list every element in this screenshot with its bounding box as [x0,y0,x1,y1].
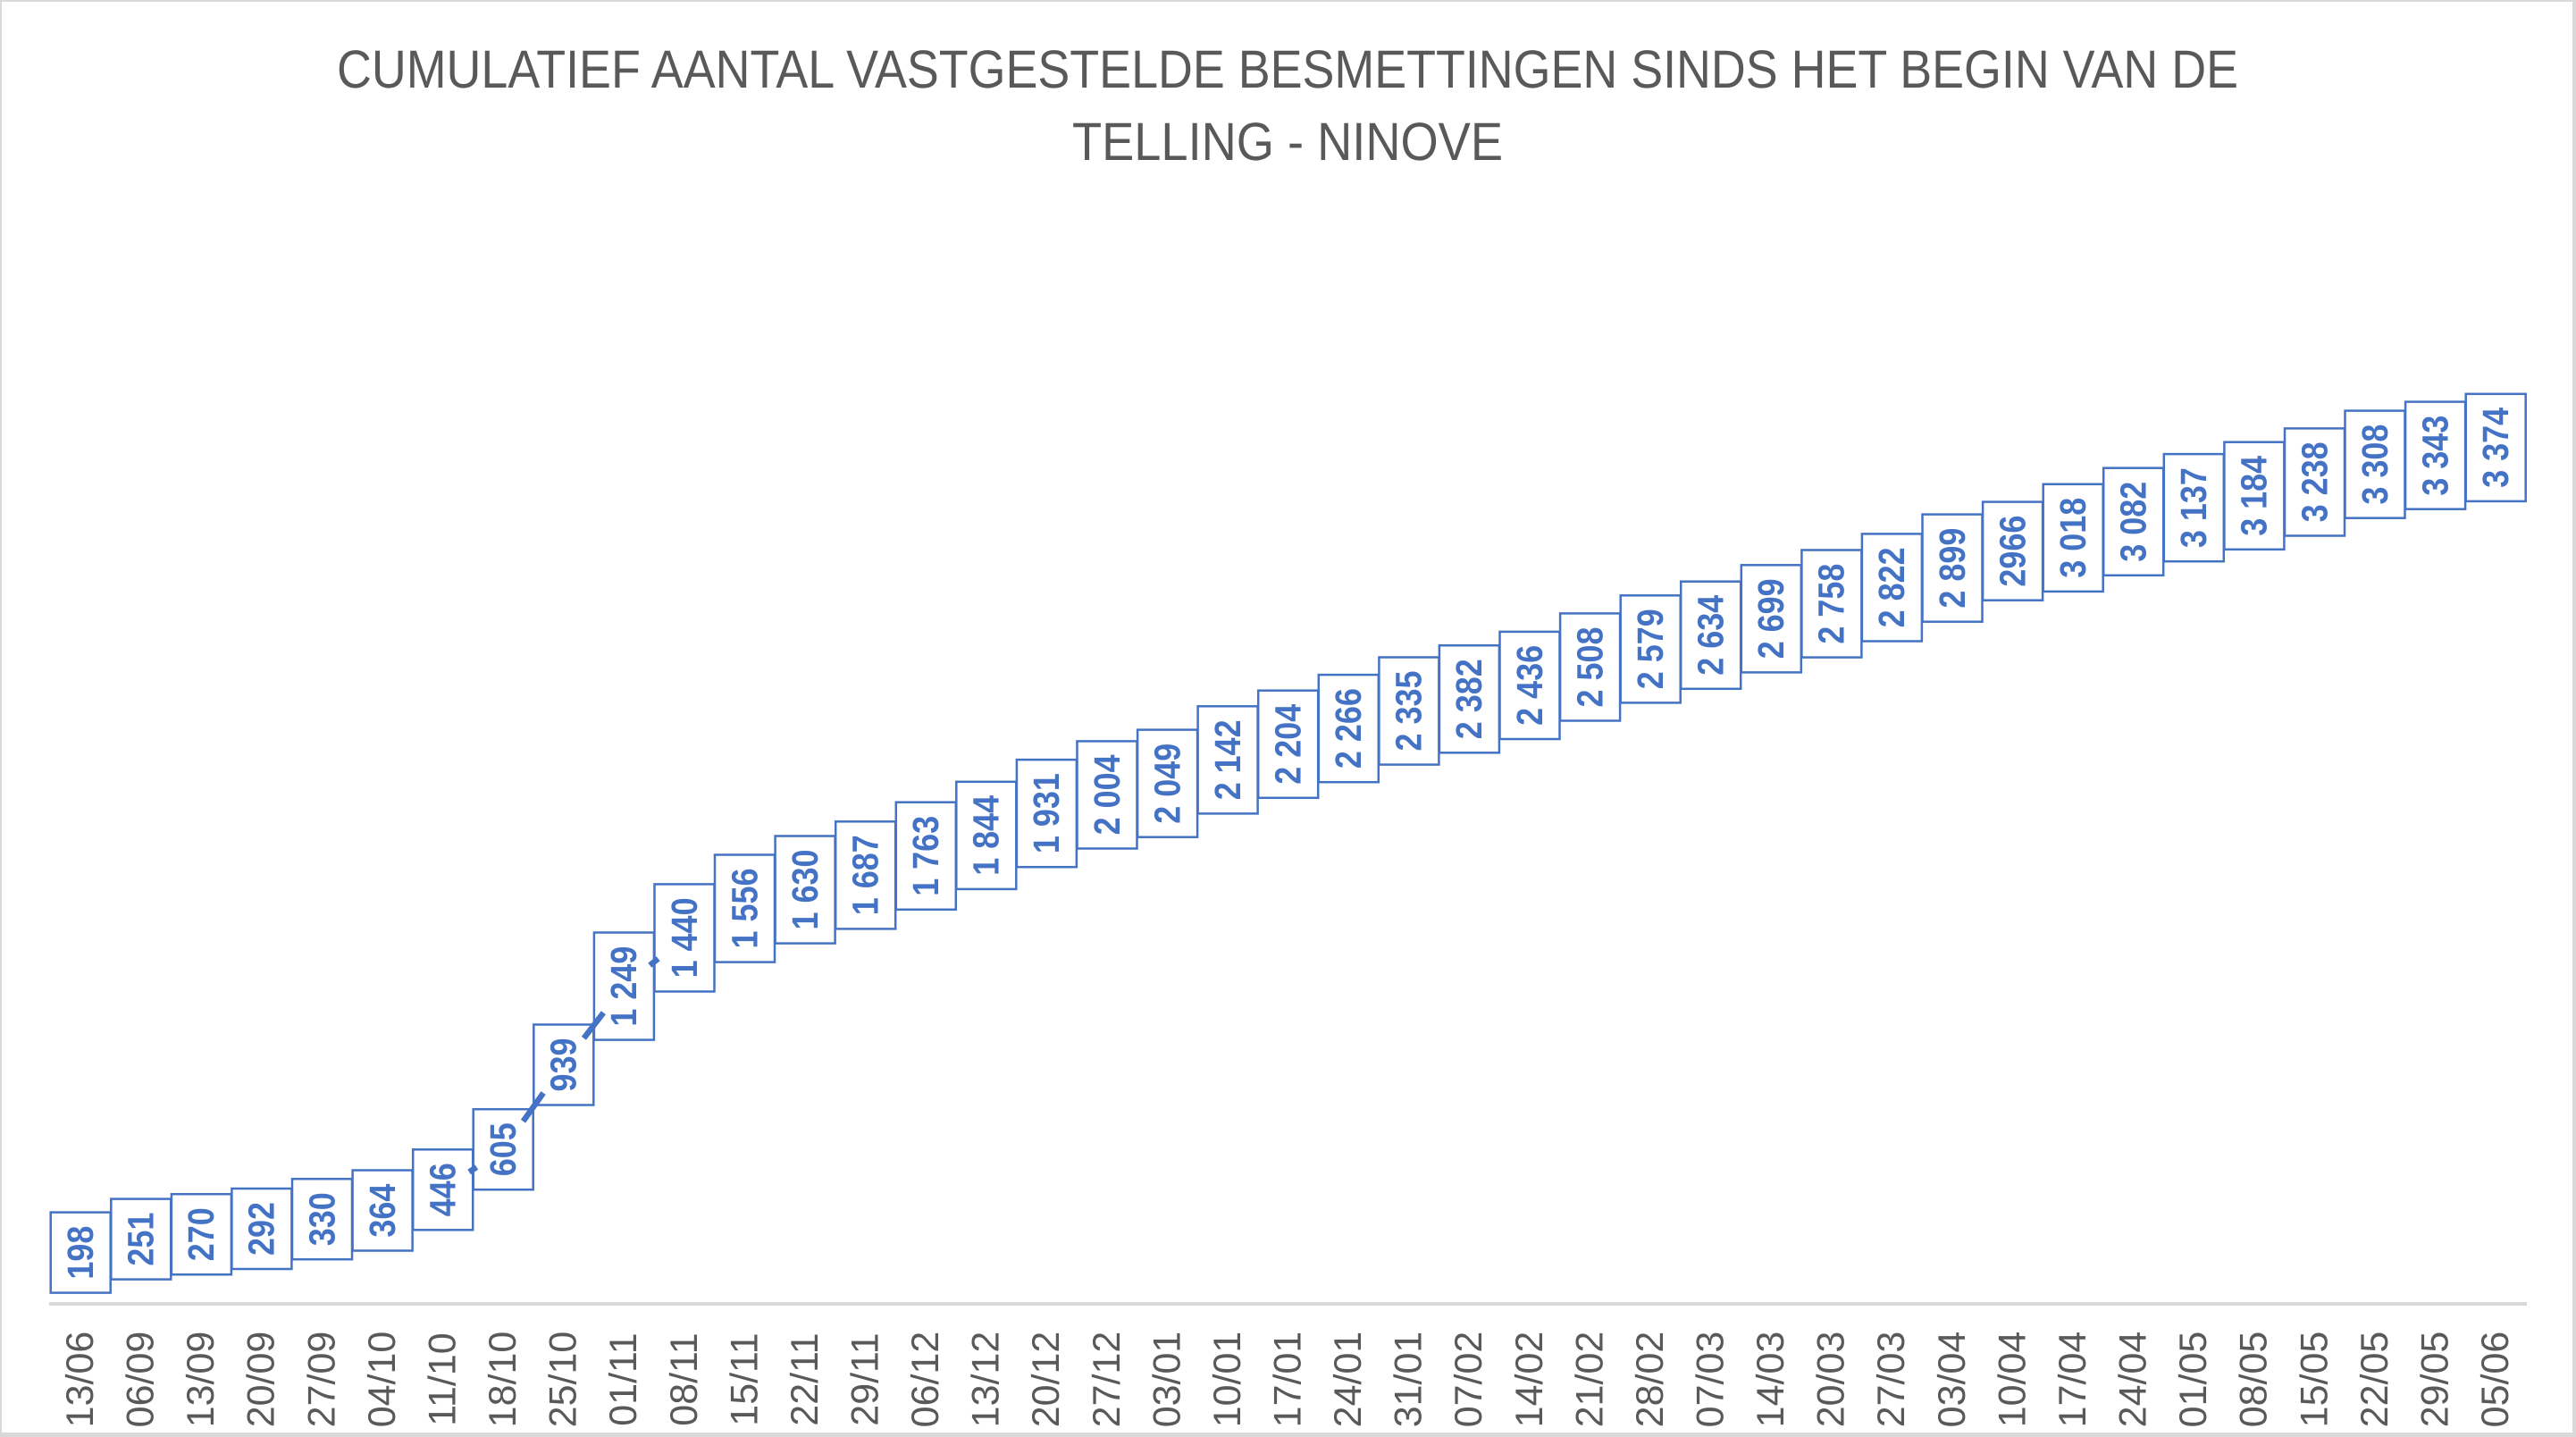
svg-text:08/11: 08/11 [663,1332,706,1425]
svg-text:2 266: 2 266 [1328,688,1369,769]
svg-text:2 758: 2 758 [1811,564,1852,644]
svg-text:1 763: 1 763 [905,816,946,896]
svg-text:2 699: 2 699 [1750,578,1791,659]
svg-text:3 308: 3 308 [2354,424,2396,505]
svg-text:3 137: 3 137 [2173,467,2214,548]
svg-text:2 634: 2 634 [1691,595,1732,676]
svg-text:270: 270 [180,1207,222,1261]
svg-text:446: 446 [423,1163,464,1216]
svg-text:24/04: 24/04 [2112,1332,2155,1428]
svg-text:2 579: 2 579 [1630,609,1671,689]
svg-text:20/09: 20/09 [240,1332,283,1428]
svg-text:27/12: 27/12 [1086,1332,1129,1428]
svg-text:27/03: 27/03 [1870,1332,1913,1428]
svg-text:05/06: 05/06 [2474,1332,2517,1428]
svg-text:03/01: 03/01 [1145,1332,1188,1428]
svg-text:2 204: 2 204 [1268,704,1309,785]
svg-text:14/02: 14/02 [1508,1332,1551,1428]
svg-text:18/10: 18/10 [482,1332,524,1428]
svg-text:07/02: 07/02 [1447,1332,1490,1428]
svg-text:198: 198 [60,1226,101,1280]
svg-text:20/03: 20/03 [1810,1332,1853,1428]
svg-text:22/11: 22/11 [784,1332,827,1425]
svg-text:2 004: 2 004 [1087,754,1128,835]
svg-text:04/10: 04/10 [361,1332,404,1428]
svg-text:1 687: 1 687 [845,835,886,915]
svg-text:28/02: 28/02 [1629,1332,1672,1428]
svg-text:10/04: 10/04 [1991,1332,2034,1428]
svg-text:605: 605 [482,1122,524,1176]
svg-text:2 899: 2 899 [1932,528,1973,609]
svg-text:14/03: 14/03 [1749,1332,1792,1428]
svg-text:20/12: 20/12 [1025,1332,1068,1428]
svg-text:03/04: 03/04 [1931,1332,1974,1428]
svg-text:21/02: 21/02 [1568,1332,1611,1428]
svg-text:2 049: 2 049 [1146,744,1187,824]
svg-text:22/05: 22/05 [2354,1332,2396,1428]
svg-text:15/11: 15/11 [723,1332,766,1425]
svg-text:330: 330 [301,1192,342,1246]
svg-text:3 184: 3 184 [2234,456,2275,536]
svg-text:2966: 2966 [1992,516,2033,587]
svg-text:2 142: 2 142 [1207,719,1248,800]
svg-text:3 343: 3 343 [2414,416,2455,496]
svg-text:27/09: 27/09 [300,1332,343,1428]
svg-text:10/01: 10/01 [1206,1332,1249,1428]
svg-text:292: 292 [241,1202,282,1256]
svg-text:3 238: 3 238 [2294,441,2335,522]
svg-text:CUMULATIEF AANTAL VASTGESTELDE: CUMULATIEF AANTAL VASTGESTELDE BESMETTIN… [337,39,2238,99]
svg-text:2 382: 2 382 [1448,659,1489,739]
svg-text:2 335: 2 335 [1389,671,1430,752]
svg-text:07/03: 07/03 [1690,1332,1733,1428]
svg-text:29/05: 29/05 [2413,1332,2456,1428]
svg-text:24/01: 24/01 [1327,1332,1370,1428]
svg-text:1 249: 1 249 [603,946,644,1027]
svg-text:06/09: 06/09 [120,1332,163,1428]
svg-text:3 374: 3 374 [2475,408,2516,488]
svg-text:3 082: 3 082 [2113,482,2154,562]
svg-text:01/11: 01/11 [602,1332,645,1425]
svg-text:31/01: 31/01 [1388,1332,1431,1428]
svg-text:2 508: 2 508 [1569,627,1610,708]
svg-text:2 822: 2 822 [1871,547,1912,627]
svg-text:TELLING - NINOVE: TELLING - NINOVE [1072,112,1503,172]
svg-text:25/10: 25/10 [542,1332,585,1428]
svg-text:2 436: 2 436 [1509,645,1550,726]
svg-text:1 844: 1 844 [966,795,1007,876]
svg-text:15/05: 15/05 [2293,1332,2336,1428]
svg-text:13/09: 13/09 [180,1332,222,1428]
svg-text:364: 364 [362,1183,403,1237]
svg-text:08/05: 08/05 [2233,1332,2276,1428]
svg-text:13/06: 13/06 [59,1332,102,1428]
svg-text:01/05: 01/05 [2172,1332,2215,1428]
svg-text:13/12: 13/12 [965,1332,1008,1428]
svg-text:1 931: 1 931 [1026,773,1067,853]
svg-text:11/10: 11/10 [422,1332,465,1425]
svg-text:1 440: 1 440 [664,897,705,978]
svg-text:17/01: 17/01 [1267,1332,1310,1428]
svg-text:939: 939 [543,1038,584,1092]
svg-text:17/04: 17/04 [2052,1332,2094,1428]
svg-text:1 556: 1 556 [724,869,765,949]
svg-text:29/11: 29/11 [844,1332,887,1425]
svg-text:3 018: 3 018 [2052,498,2094,578]
svg-text:06/12: 06/12 [904,1332,947,1428]
svg-text:251: 251 [121,1213,162,1266]
svg-text:1 630: 1 630 [785,850,826,930]
